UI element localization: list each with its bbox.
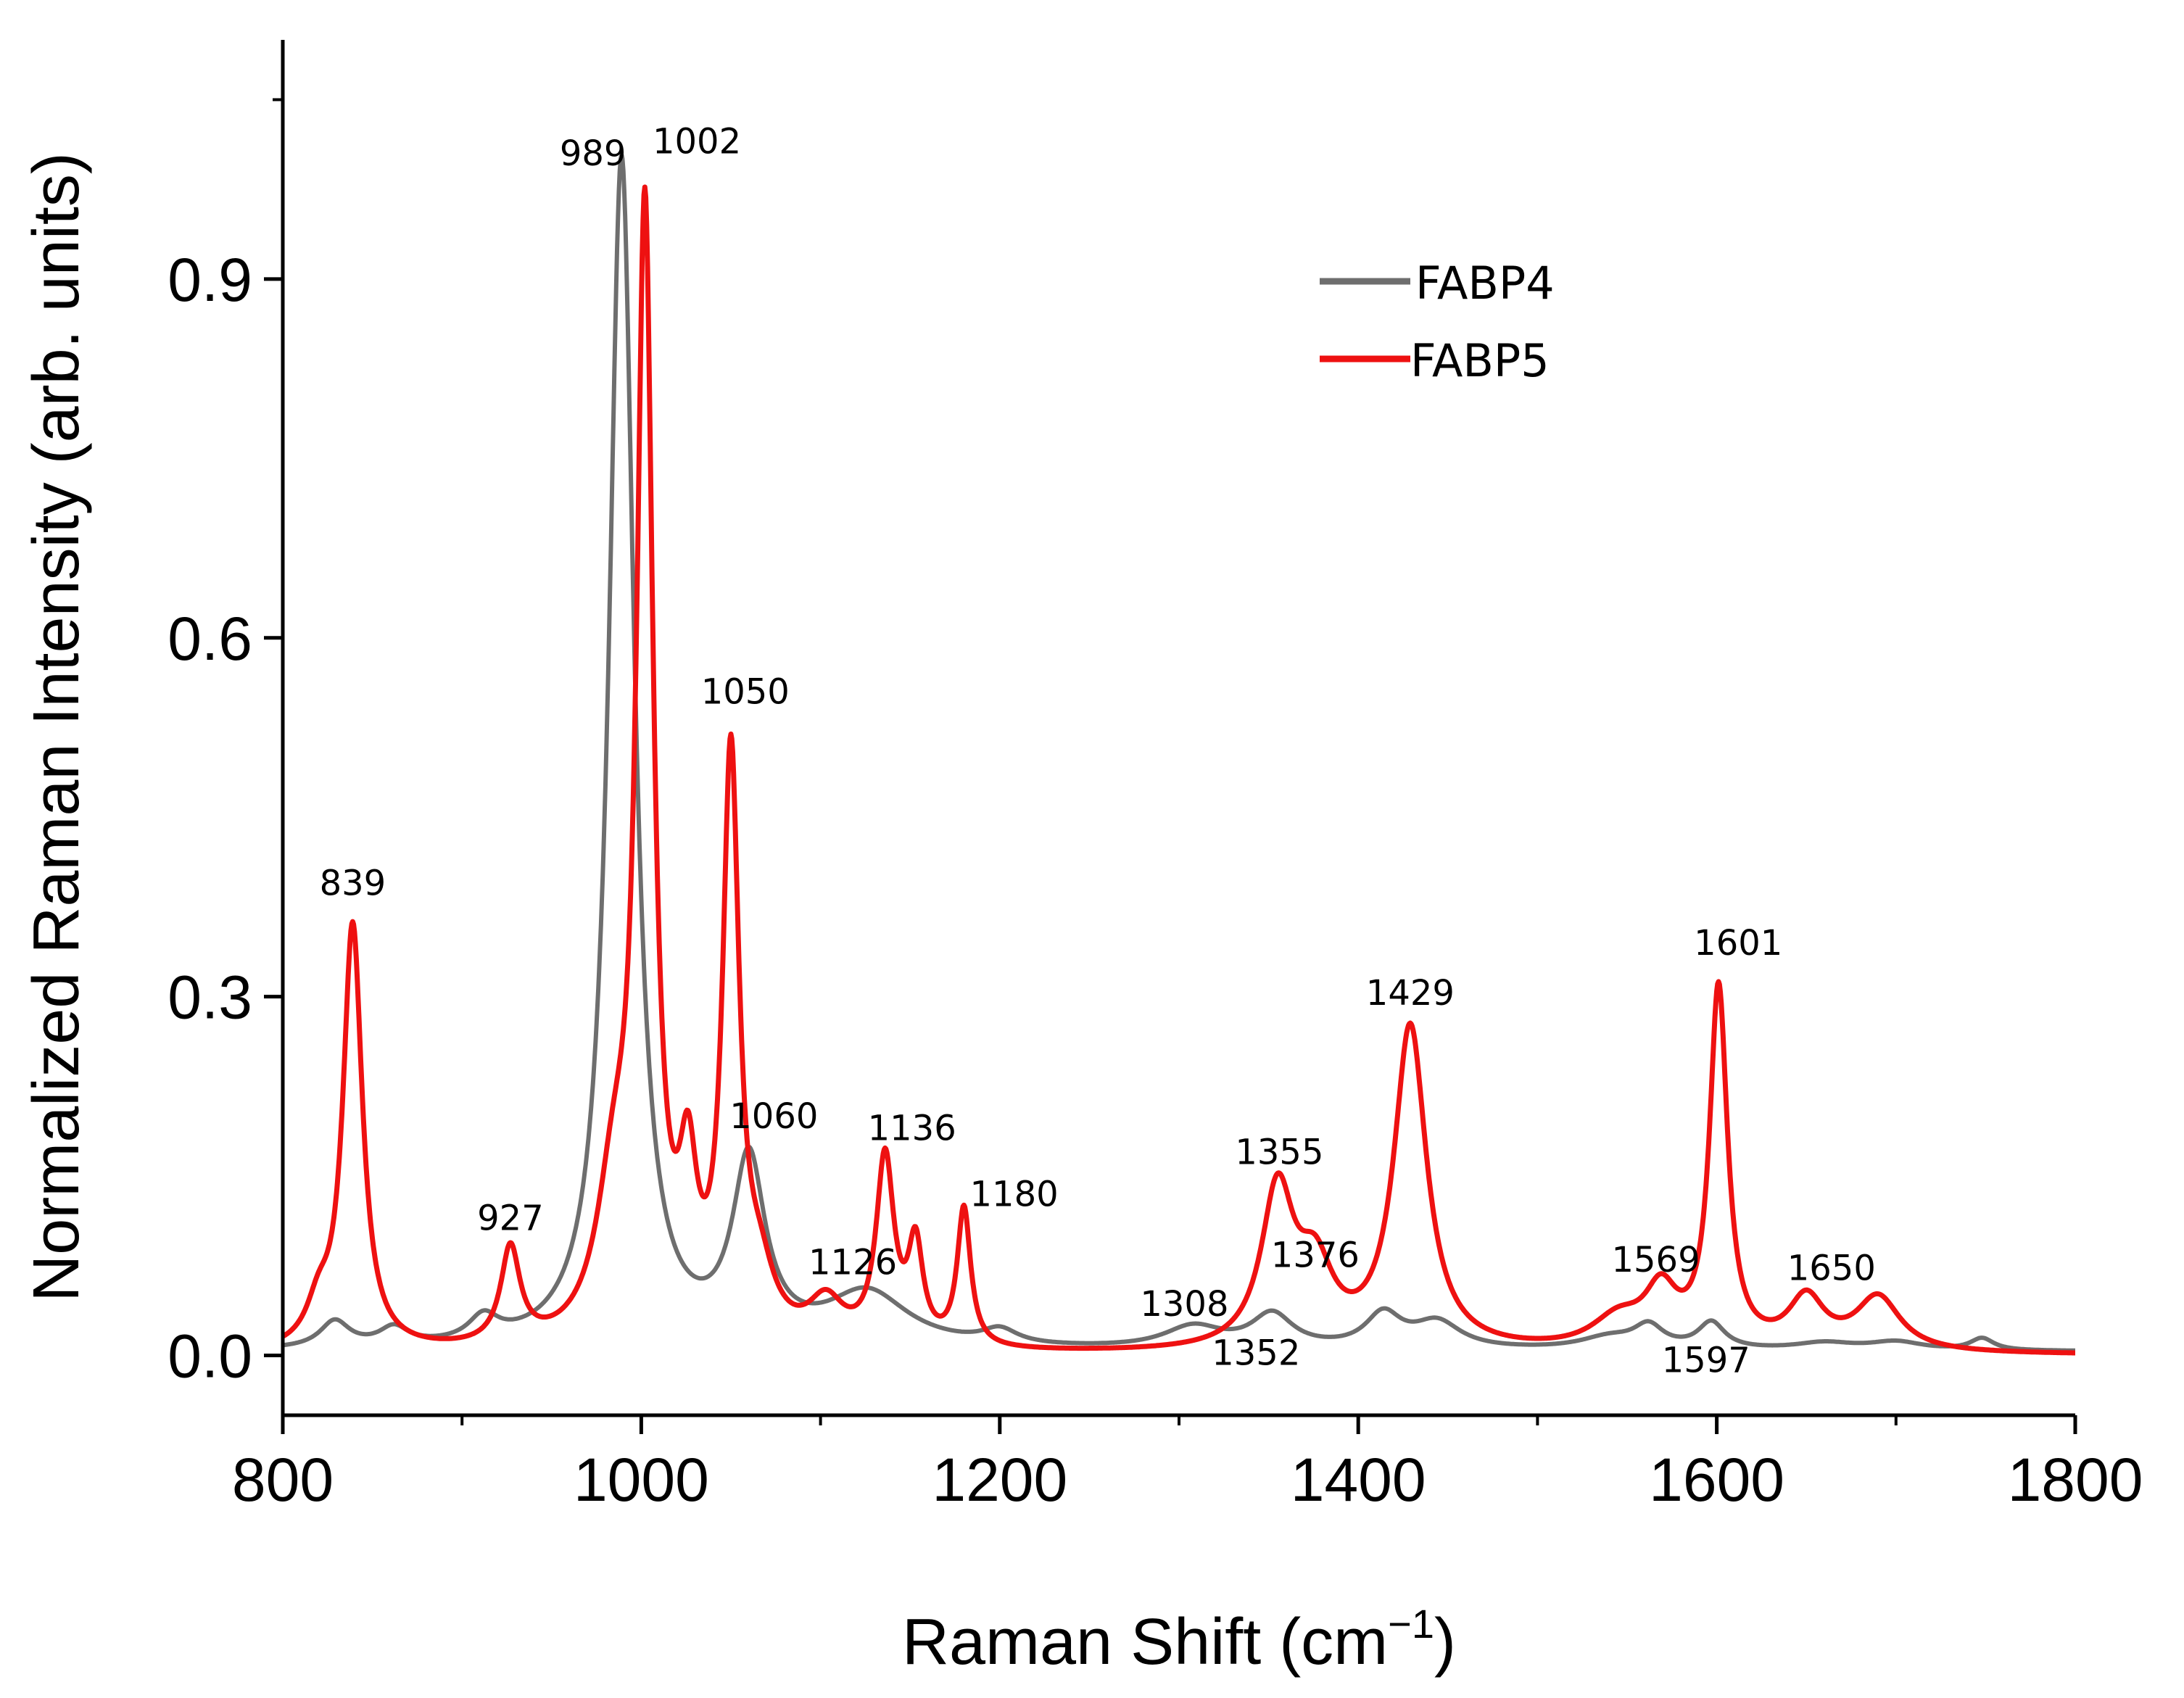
peak-label-1429: 1429 xyxy=(1366,973,1455,1014)
peak-label-1376: 1376 xyxy=(1271,1235,1360,1275)
x-tick-label: 1600 xyxy=(1649,1446,1784,1514)
x-tick-label: 800 xyxy=(232,1446,334,1514)
x-tick-label: 1800 xyxy=(2008,1446,2143,1514)
y-axis-title: Normalized Raman Intensity (arb. units) xyxy=(20,152,93,1302)
series-group xyxy=(281,152,2077,1356)
peak-annotations: 839 927 989 1002 1050 1060 1126 1136 1180 1308 135… xyxy=(320,122,1876,1381)
peak-label-1352: 1352 xyxy=(1212,1333,1300,1374)
y-tick-label: 0.6 xyxy=(167,605,252,673)
legend-label-fabp5: FABP5 xyxy=(1410,334,1550,387)
x-tick-label: 1000 xyxy=(574,1446,709,1514)
peak-label-989: 989 xyxy=(560,133,626,174)
peak-label-1136: 1136 xyxy=(868,1109,956,1149)
y-tick-label: 0.9 xyxy=(167,246,252,314)
y-tick-label: 0.3 xyxy=(167,964,252,1032)
peak-label-839: 839 xyxy=(320,863,386,903)
y-axis-ticks: 0.0 0.3 0.6 0.9 xyxy=(167,98,283,1391)
peak-label-1050: 1050 xyxy=(701,672,790,713)
peak-label-1355: 1355 xyxy=(1235,1132,1323,1173)
legend-label-fabp4: FABP4 xyxy=(1415,257,1555,310)
x-tick-label: 1200 xyxy=(932,1446,1067,1514)
series-line-fabp4 xyxy=(281,152,2077,1353)
peak-label-1650: 1650 xyxy=(1787,1248,1876,1289)
legend: FABP4 FABP5 xyxy=(1320,257,1555,387)
peak-label-1308: 1308 xyxy=(1140,1284,1228,1325)
peak-label-1060: 1060 xyxy=(729,1096,818,1137)
peak-label-927: 927 xyxy=(477,1198,544,1238)
peak-label-1569: 1569 xyxy=(1611,1240,1700,1280)
x-tick-label: 1400 xyxy=(1291,1446,1426,1514)
peak-label-1597: 1597 xyxy=(1662,1341,1750,1381)
peak-label-1126: 1126 xyxy=(808,1242,897,1283)
x-axis-title-close: ) xyxy=(1434,1606,1456,1678)
peak-label-1002: 1002 xyxy=(653,122,741,162)
x-axis-ticks: 800 1000 1200 1400 1600 1800 xyxy=(232,1415,2143,1514)
x-axis-title-main: Raman Shift (cm xyxy=(902,1606,1388,1678)
y-tick-label: 0.0 xyxy=(167,1322,252,1391)
x-axis-title-superscript: −1 xyxy=(1388,1601,1434,1647)
peak-label-1180: 1180 xyxy=(969,1174,1058,1214)
series-line-fabp5 xyxy=(281,184,2077,1356)
peak-label-1601: 1601 xyxy=(1694,923,1782,964)
x-axis-title: Raman Shift (cm−1) xyxy=(902,1601,1456,1678)
